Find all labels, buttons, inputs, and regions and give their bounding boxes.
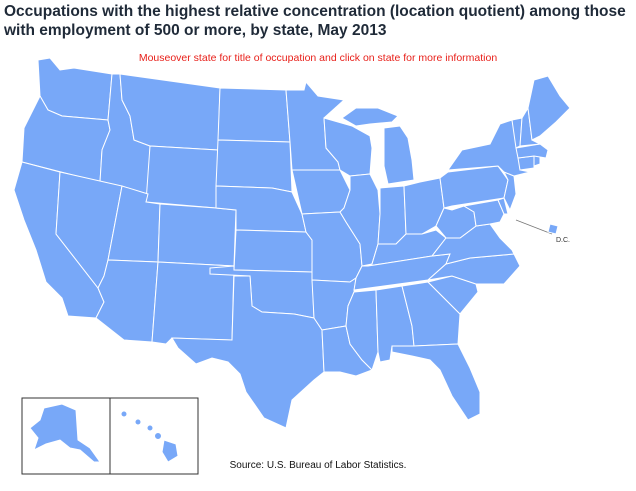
map-subtitle: Mouseover state for title of occupation …: [138, 52, 498, 64]
state-hi-kauai[interactable]: [120, 410, 128, 418]
state-me[interactable]: [527, 75, 571, 141]
state-hi-big-island[interactable]: [161, 439, 179, 463]
state-tx[interactable]: [171, 275, 325, 429]
state-ak[interactable]: [29, 403, 101, 463]
state-ks[interactable]: [233, 229, 313, 273]
dc-label: D.C.: [556, 237, 570, 244]
state-ia[interactable]: [291, 169, 351, 215]
state-hi-oahu[interactable]: [134, 418, 142, 426]
title-line-2: with employment of 500 or more, by state…: [4, 22, 387, 39]
state-fl[interactable]: [391, 343, 481, 421]
state-mi-upper[interactable]: [341, 107, 399, 127]
state-mi-lower[interactable]: [383, 125, 415, 185]
state-az[interactable]: [95, 259, 159, 343]
state-ky[interactable]: [367, 229, 447, 267]
state-hi-molokai[interactable]: [146, 424, 154, 432]
state-in[interactable]: [377, 185, 407, 245]
state-wy[interactable]: [145, 145, 219, 209]
state-nd[interactable]: [217, 87, 291, 143]
source-note: Source: U.S. Bureau of Labor Statistics.: [229, 460, 407, 471]
state-sd[interactable]: [215, 139, 293, 193]
title-line-1: Occupations with the highest relative co…: [4, 3, 626, 20]
state-de[interactable]: [497, 197, 509, 215]
state-ri[interactable]: [533, 155, 541, 167]
map-title: Occupations with the highest relative co…: [4, 2, 632, 40]
state-mt[interactable]: [119, 73, 221, 151]
state-hi-maui[interactable]: [154, 432, 162, 440]
state-dc[interactable]: [547, 223, 559, 235]
state-co[interactable]: [157, 203, 237, 267]
hawaii-inset: [109, 397, 199, 475]
